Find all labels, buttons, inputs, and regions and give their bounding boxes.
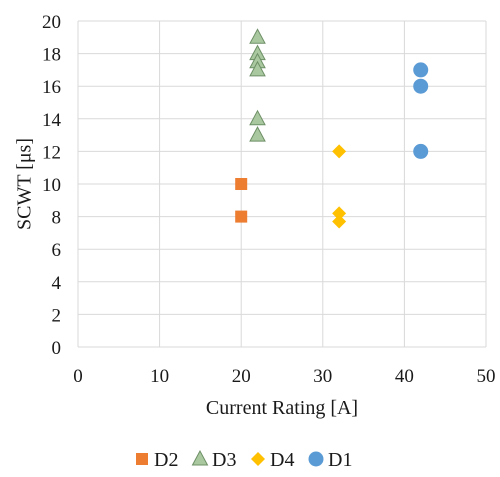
legend-label-d3: D3 bbox=[212, 449, 236, 471]
y-tick-label: 4 bbox=[52, 273, 62, 294]
point-d4 bbox=[332, 144, 347, 159]
legend-label-d1: D1 bbox=[328, 449, 352, 471]
y-tick-label: 12 bbox=[42, 142, 61, 163]
point-d1 bbox=[413, 62, 429, 78]
y-tick-labels: 0 2 4 6 8 10 12 14 16 18 20 bbox=[42, 12, 62, 359]
y-tick-label: 20 bbox=[42, 12, 61, 33]
x-tick-label: 0 bbox=[73, 366, 83, 387]
x-axis-title: Current Rating [A] bbox=[206, 397, 358, 419]
data-points bbox=[235, 28, 429, 229]
x-tick-labels: 0 10 20 30 40 50 bbox=[73, 366, 495, 387]
x-tick-label: 10 bbox=[150, 366, 169, 387]
point-d3 bbox=[249, 28, 266, 44]
y-axis-title: SCWT [μs] bbox=[14, 138, 36, 230]
x-tick-label: 20 bbox=[232, 366, 251, 387]
legend-label-d2: D2 bbox=[154, 449, 178, 471]
point-d2 bbox=[235, 178, 248, 190]
y-tick-label: 8 bbox=[52, 208, 62, 229]
y-tick-label: 16 bbox=[42, 77, 61, 98]
x-tick-label: 30 bbox=[313, 366, 332, 387]
y-tick-label: 2 bbox=[52, 305, 62, 326]
x-tick-label: 50 bbox=[477, 366, 496, 387]
legend-marker-d4 bbox=[251, 452, 265, 466]
point-d4 bbox=[332, 206, 347, 221]
point-d2 bbox=[235, 210, 248, 223]
legend-label-d4: D4 bbox=[270, 449, 294, 471]
point-d3 bbox=[249, 126, 266, 142]
point-d1 bbox=[413, 78, 429, 94]
legend: D2 D3 D4 D1 bbox=[136, 449, 352, 471]
y-tick-label: 10 bbox=[42, 175, 61, 196]
point-d3 bbox=[249, 109, 266, 126]
point-d4 bbox=[332, 214, 347, 229]
legend-marker-d1 bbox=[308, 451, 324, 467]
legend-marker-d2 bbox=[136, 453, 148, 465]
y-tick-label: 0 bbox=[52, 338, 62, 359]
y-tick-label: 14 bbox=[42, 110, 62, 131]
y-tick-label: 6 bbox=[52, 240, 62, 261]
x-tick-label: 40 bbox=[395, 366, 414, 387]
point-d3 bbox=[249, 60, 266, 77]
y-tick-label: 18 bbox=[42, 45, 61, 66]
point-d1 bbox=[413, 143, 429, 159]
legend-marker-d3 bbox=[191, 449, 209, 466]
